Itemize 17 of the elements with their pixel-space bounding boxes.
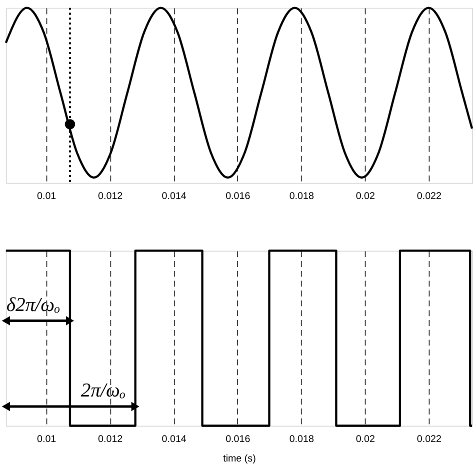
x-tick-label: 0.022 [416,434,442,445]
x-tick-label: 0.014 [162,434,187,445]
x-tick-label: 0.016 [226,434,251,445]
x-tick-label: 0.01 [36,434,56,445]
annotation: 2π/ωₒ [80,380,126,402]
x-tick-label: 0.016 [226,191,251,202]
x-tick-label: 0.014 [162,191,187,202]
x-tick-label: 0.02 [356,191,375,202]
x-tick-label: 0.018 [289,434,314,445]
x-tick-label: 0.012 [98,191,123,202]
x-axis-title: time (s) [223,454,256,465]
x-tick-label: 0.022 [416,191,442,202]
x-tick-label: 0.012 [98,434,123,445]
x-tick-label: 0.02 [356,434,375,445]
x-tick-label: 0.018 [289,191,314,202]
annotation: δ2π/ωₒ [6,294,61,316]
x-tick-label: 0.01 [36,191,56,202]
